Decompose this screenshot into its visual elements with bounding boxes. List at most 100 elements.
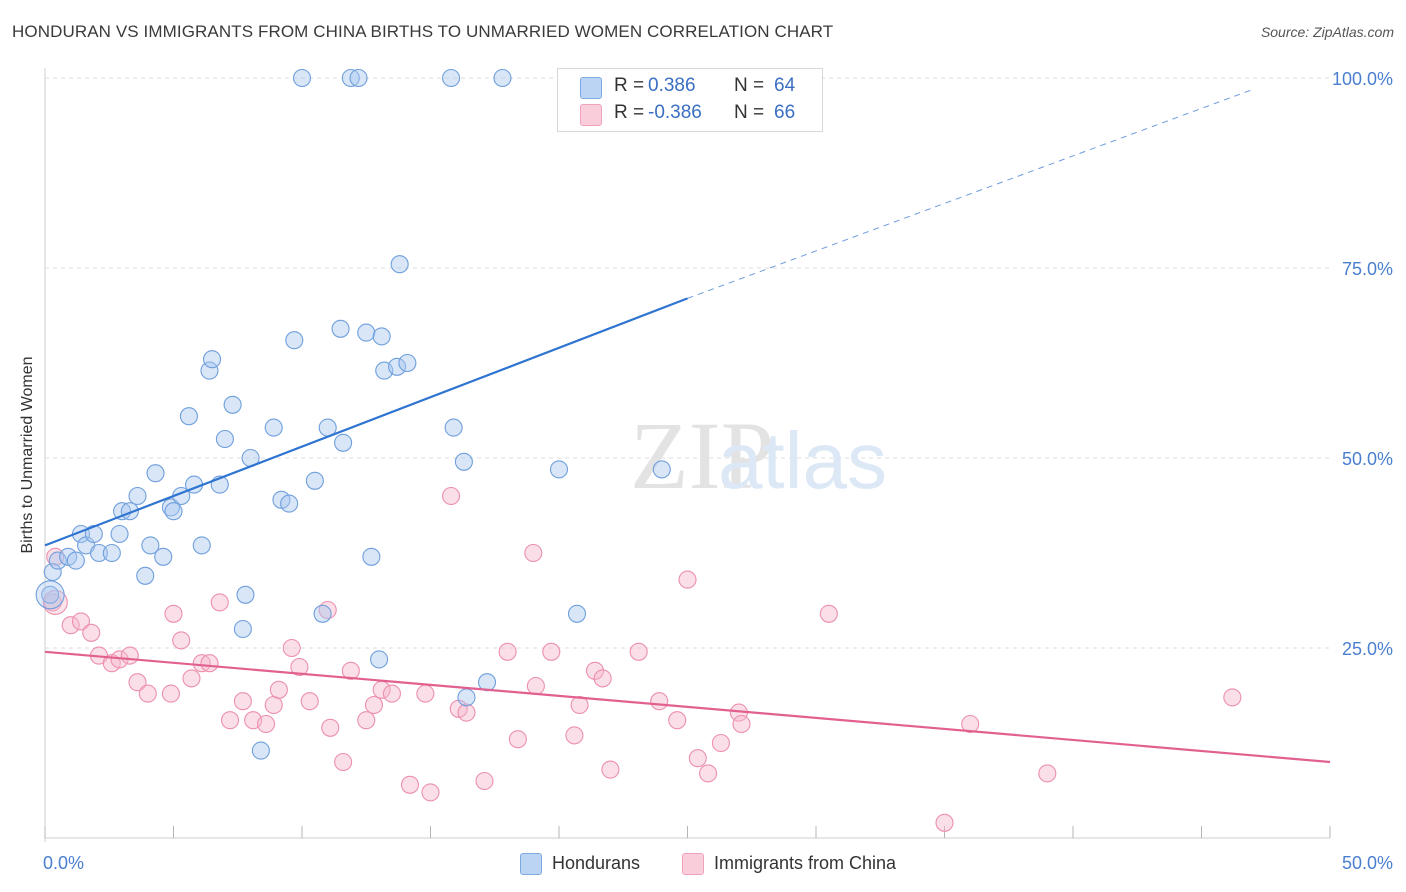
china-point (442, 486, 461, 506)
hondurans-point (203, 350, 222, 369)
hondurans-point (341, 68, 360, 88)
hondurans-point (164, 502, 183, 521)
china-point (321, 718, 340, 737)
x-tick-label: 50.0% (1342, 853, 1393, 873)
china-point (334, 752, 353, 772)
series-hondurans-points (35, 68, 684, 760)
china-point (508, 730, 527, 749)
china-point (138, 684, 157, 703)
legend-r-value: 0.386 (648, 75, 696, 96)
china-point (1038, 764, 1057, 783)
legend-n-label: N = (734, 75, 765, 96)
china-point (269, 680, 288, 699)
china-point (71, 612, 91, 631)
y-tick-label: 25.0% (1342, 639, 1393, 659)
hondurans-point (146, 464, 165, 483)
bottom-legend-label: Hondurans (552, 853, 641, 873)
china-point (678, 570, 697, 589)
china-point (357, 711, 376, 730)
bottom-legend-label: Immigrants from China (714, 853, 897, 873)
china-point (524, 543, 543, 563)
china-point (457, 703, 476, 722)
china-point (498, 642, 517, 661)
hondurans-point (372, 327, 391, 346)
hondurans-point (331, 319, 350, 338)
hondurans-point (128, 486, 147, 506)
hondurans-point (200, 361, 219, 380)
hondurans-point (141, 536, 160, 555)
legend-r-label: R = (614, 102, 645, 123)
china-point (282, 638, 301, 658)
china-point (819, 604, 838, 623)
china-point (542, 642, 561, 661)
gridlines (45, 77, 1330, 649)
trend-lines (44, 88, 1331, 764)
legend-n-value: 64 (774, 75, 796, 96)
hondurans-point (89, 543, 109, 563)
hondurans-point (233, 619, 252, 639)
hondurans-point (454, 452, 473, 471)
watermark-atlas: atlas (718, 416, 887, 505)
y-tick-label: 50.0% (1342, 449, 1393, 469)
hondurans-point (113, 502, 132, 521)
china-point (593, 669, 612, 688)
hondurans-point (251, 741, 270, 760)
china-point (382, 684, 402, 703)
china-point (1223, 688, 1242, 707)
china-point (82, 623, 101, 642)
china-point (699, 764, 718, 783)
hondurans-point (264, 418, 283, 437)
hondurans-point (567, 604, 587, 623)
hondurans-point (442, 68, 461, 88)
hondurans-point (370, 650, 389, 669)
legend-n-label: N = (734, 102, 765, 123)
hondurans-point (192, 536, 211, 555)
legend-r-value: -0.386 (648, 102, 702, 123)
china-point (220, 711, 240, 730)
china-point (421, 783, 440, 802)
hondurans-point (390, 255, 409, 274)
hondurans-point (136, 566, 155, 585)
china-point (256, 714, 276, 734)
hondurans-point (292, 68, 312, 88)
china-point (475, 771, 494, 791)
hondurans-point (305, 471, 324, 490)
china-point (570, 695, 589, 715)
hondurans-point (549, 460, 569, 479)
hondurans-point (215, 429, 234, 449)
hondurans-trend-extension (687, 88, 1254, 299)
hondurans-point (179, 407, 198, 426)
hondurans-point (236, 585, 255, 604)
china-point (629, 642, 648, 661)
series-china-points (42, 486, 1242, 832)
hondurans-point (35, 580, 65, 610)
china-point (61, 616, 80, 635)
y-axis-label: Births to Unmarried Women (19, 356, 36, 554)
hondurans-point (110, 524, 129, 544)
china-point (192, 654, 211, 673)
china-point (120, 646, 139, 665)
chart-source: Source: ZipAtlas.com (1260, 24, 1394, 40)
hondurans-point (285, 331, 304, 350)
china-point (290, 657, 309, 677)
hondurans-point (493, 68, 512, 88)
china-point (233, 692, 252, 711)
china-point (161, 684, 180, 703)
china-point (711, 733, 730, 753)
chart-title: HONDURAN VS IMMIGRANTS FROM CHINA BIRTHS… (12, 22, 834, 41)
china-point (200, 654, 219, 673)
axes (44, 68, 1331, 842)
y-tick-label: 100.0% (1332, 69, 1393, 89)
china-point (128, 673, 147, 692)
hondurans-point (223, 395, 242, 414)
hondurans-point (398, 353, 417, 373)
x-tick-label: 0.0% (43, 853, 84, 873)
hondurans-point (41, 585, 60, 604)
tick-labels: 25.0% 50.0% 75.0% 100.0% 0.0% 50.0% (43, 69, 1393, 873)
y-tick-label: 75.0% (1342, 259, 1393, 279)
china-point (400, 775, 419, 794)
china-point (565, 726, 584, 745)
china-point (182, 669, 201, 688)
china-point (172, 631, 191, 650)
